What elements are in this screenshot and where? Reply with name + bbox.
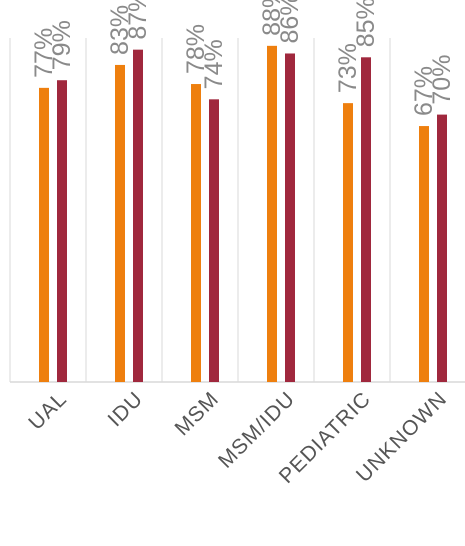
category-label: IDU: [104, 387, 148, 431]
data-label: 77%: [30, 28, 58, 78]
bar-ual-series-1: [39, 87, 49, 383]
bar-msm-idu-series-1: [267, 45, 277, 383]
data-label: 88%: [258, 0, 286, 36]
bars-layer: [39, 45, 447, 383]
data-labels-layer: 77%79% 83%87% 78%74% 88%86% 73%85% 67%70%: [30, 0, 456, 116]
data-label: 85%: [352, 0, 380, 47]
data-label: 74%: [200, 39, 228, 89]
data-label: 73%: [334, 43, 362, 93]
bar-pediatric-series-1: [343, 103, 353, 382]
bar-pediatric-series-2: [361, 57, 371, 383]
grid-layer: [9, 38, 465, 383]
category-label: UAL: [24, 387, 71, 434]
bar-msm-series-2: [209, 99, 219, 382]
bar-msm-series-1: [191, 84, 201, 382]
category-label: MSM: [171, 387, 224, 440]
data-label: 67%: [410, 66, 438, 116]
bar-unknown-series-1: [419, 126, 429, 382]
data-label: 79%: [48, 20, 76, 70]
data-label: 87%: [124, 0, 152, 40]
bar-msm-idu-series-2: [285, 53, 295, 382]
bar-unknown-series-2: [437, 114, 447, 382]
bar-idu-series-2: [133, 49, 143, 382]
data-label: 86%: [276, 0, 304, 43]
bar-idu-series-1: [115, 64, 125, 382]
data-label: 70%: [428, 55, 456, 105]
bar-ual-series-2: [57, 80, 67, 382]
data-label: 83%: [106, 5, 134, 55]
data-label: 78%: [182, 24, 210, 74]
